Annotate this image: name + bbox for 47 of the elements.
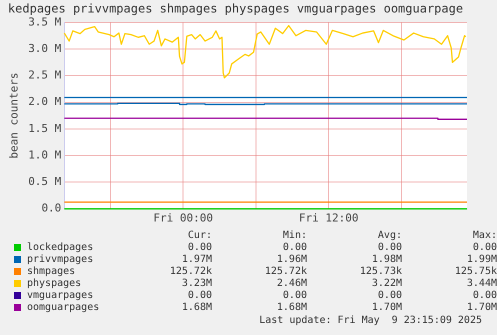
y-tick-label: 0.0 xyxy=(41,202,62,215)
text: Max: xyxy=(472,230,497,242)
text: 0.00 xyxy=(472,290,497,302)
text: 1.96M xyxy=(276,254,307,266)
text: 0.00 xyxy=(282,242,307,254)
text: Last update: Fri May 9 23:15:09 2025 xyxy=(258,315,482,326)
chart-title: kedpages privvmpages shmpages physpages vmguarpages oomguarpage xyxy=(8,1,464,16)
y-tick-label: 1.5 M xyxy=(28,122,62,135)
text: 3.44M xyxy=(466,278,497,290)
y-tick-label: 2.5 M xyxy=(28,68,62,82)
legend-label: privvmpages xyxy=(27,254,94,266)
y-axis-title: bean counters xyxy=(7,72,20,159)
legend-label: lockedpages xyxy=(27,242,94,254)
text: 0.00 xyxy=(376,242,402,254)
legend-label: vmguarpages xyxy=(27,290,94,302)
text: 3.23M xyxy=(180,278,212,290)
text: Min: xyxy=(282,230,307,242)
text: 2.46M xyxy=(276,278,307,290)
text: 0.00 xyxy=(282,290,307,302)
y-tick-label: 0.5 M xyxy=(28,175,62,188)
text: 0.00 xyxy=(472,242,497,254)
y-tick-label: 3.0 M xyxy=(28,42,62,55)
text: 0.00 xyxy=(186,290,212,302)
text: 1.68M xyxy=(276,302,307,314)
text: 1.70M xyxy=(466,302,497,314)
y-tick-label: 1.0 M xyxy=(28,148,62,162)
text: 1.97M xyxy=(180,254,212,266)
y-tick-label: 3.5 M xyxy=(28,15,62,28)
text: Cur: xyxy=(186,230,212,242)
text: 0.00 xyxy=(186,242,212,254)
text: 125.73k xyxy=(358,266,402,278)
text: 125.72k xyxy=(168,266,212,278)
text: 0.00 xyxy=(376,290,402,302)
text: 1.98M xyxy=(370,254,402,266)
text: 125.72k xyxy=(264,266,307,278)
x-tick-label: Fri 12:00 xyxy=(298,211,359,224)
text: Avg: xyxy=(376,230,402,242)
text: 3.22M xyxy=(370,278,402,290)
x-tick-label: Fri 00:00 xyxy=(153,211,213,224)
text: 1.99M xyxy=(466,254,497,266)
legend-label: physpages xyxy=(27,278,82,290)
y-tick-label: 2.0 M xyxy=(28,95,62,108)
text: 125.75k xyxy=(454,266,497,278)
text: 1.68M xyxy=(180,302,212,314)
legend-label: shmpages xyxy=(27,266,76,278)
legend-label: oomguarpages xyxy=(27,302,100,314)
text: 1.70M xyxy=(370,302,402,314)
